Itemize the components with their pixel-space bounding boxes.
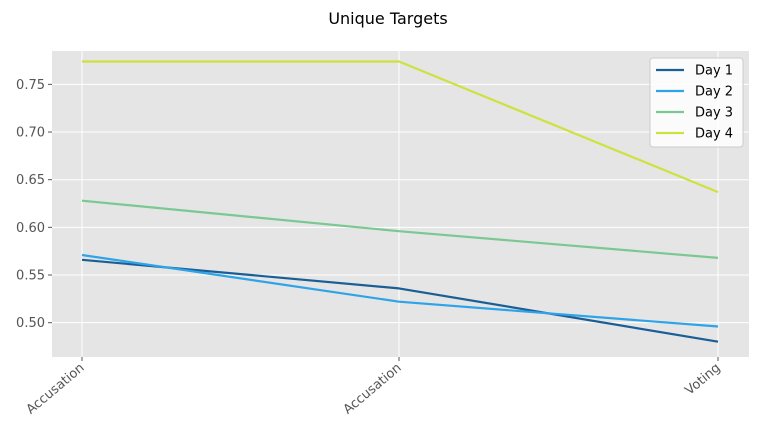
legend-box	[649, 57, 744, 148]
series-lines	[81, 60, 719, 343]
legend-label: Day 2	[695, 85, 733, 100]
legend-label: Day 4	[695, 127, 733, 142]
series-line-day-4	[82, 60, 719, 194]
y-tick-label: 0.75	[16, 78, 45, 93]
series-line-day-2	[81, 253, 719, 328]
series-line-day-3	[81, 199, 719, 259]
legend: Day 1 Day 2 Day 3 Day 4	[649, 57, 744, 148]
legend-label: Day 3	[695, 106, 733, 121]
legend-label: Day 1	[695, 64, 733, 79]
y-tick-label: 0.55	[16, 269, 45, 284]
y-tick-label: 0.70	[16, 126, 45, 141]
y-tick-label: 0.60	[16, 221, 45, 236]
series-line-day-1	[81, 258, 719, 343]
plot-area	[52, 51, 749, 357]
y-tick-label: 0.50	[16, 316, 45, 331]
y-tick-label: 0.65	[16, 173, 45, 188]
chart-title: Unique Targets	[328, 9, 447, 28]
